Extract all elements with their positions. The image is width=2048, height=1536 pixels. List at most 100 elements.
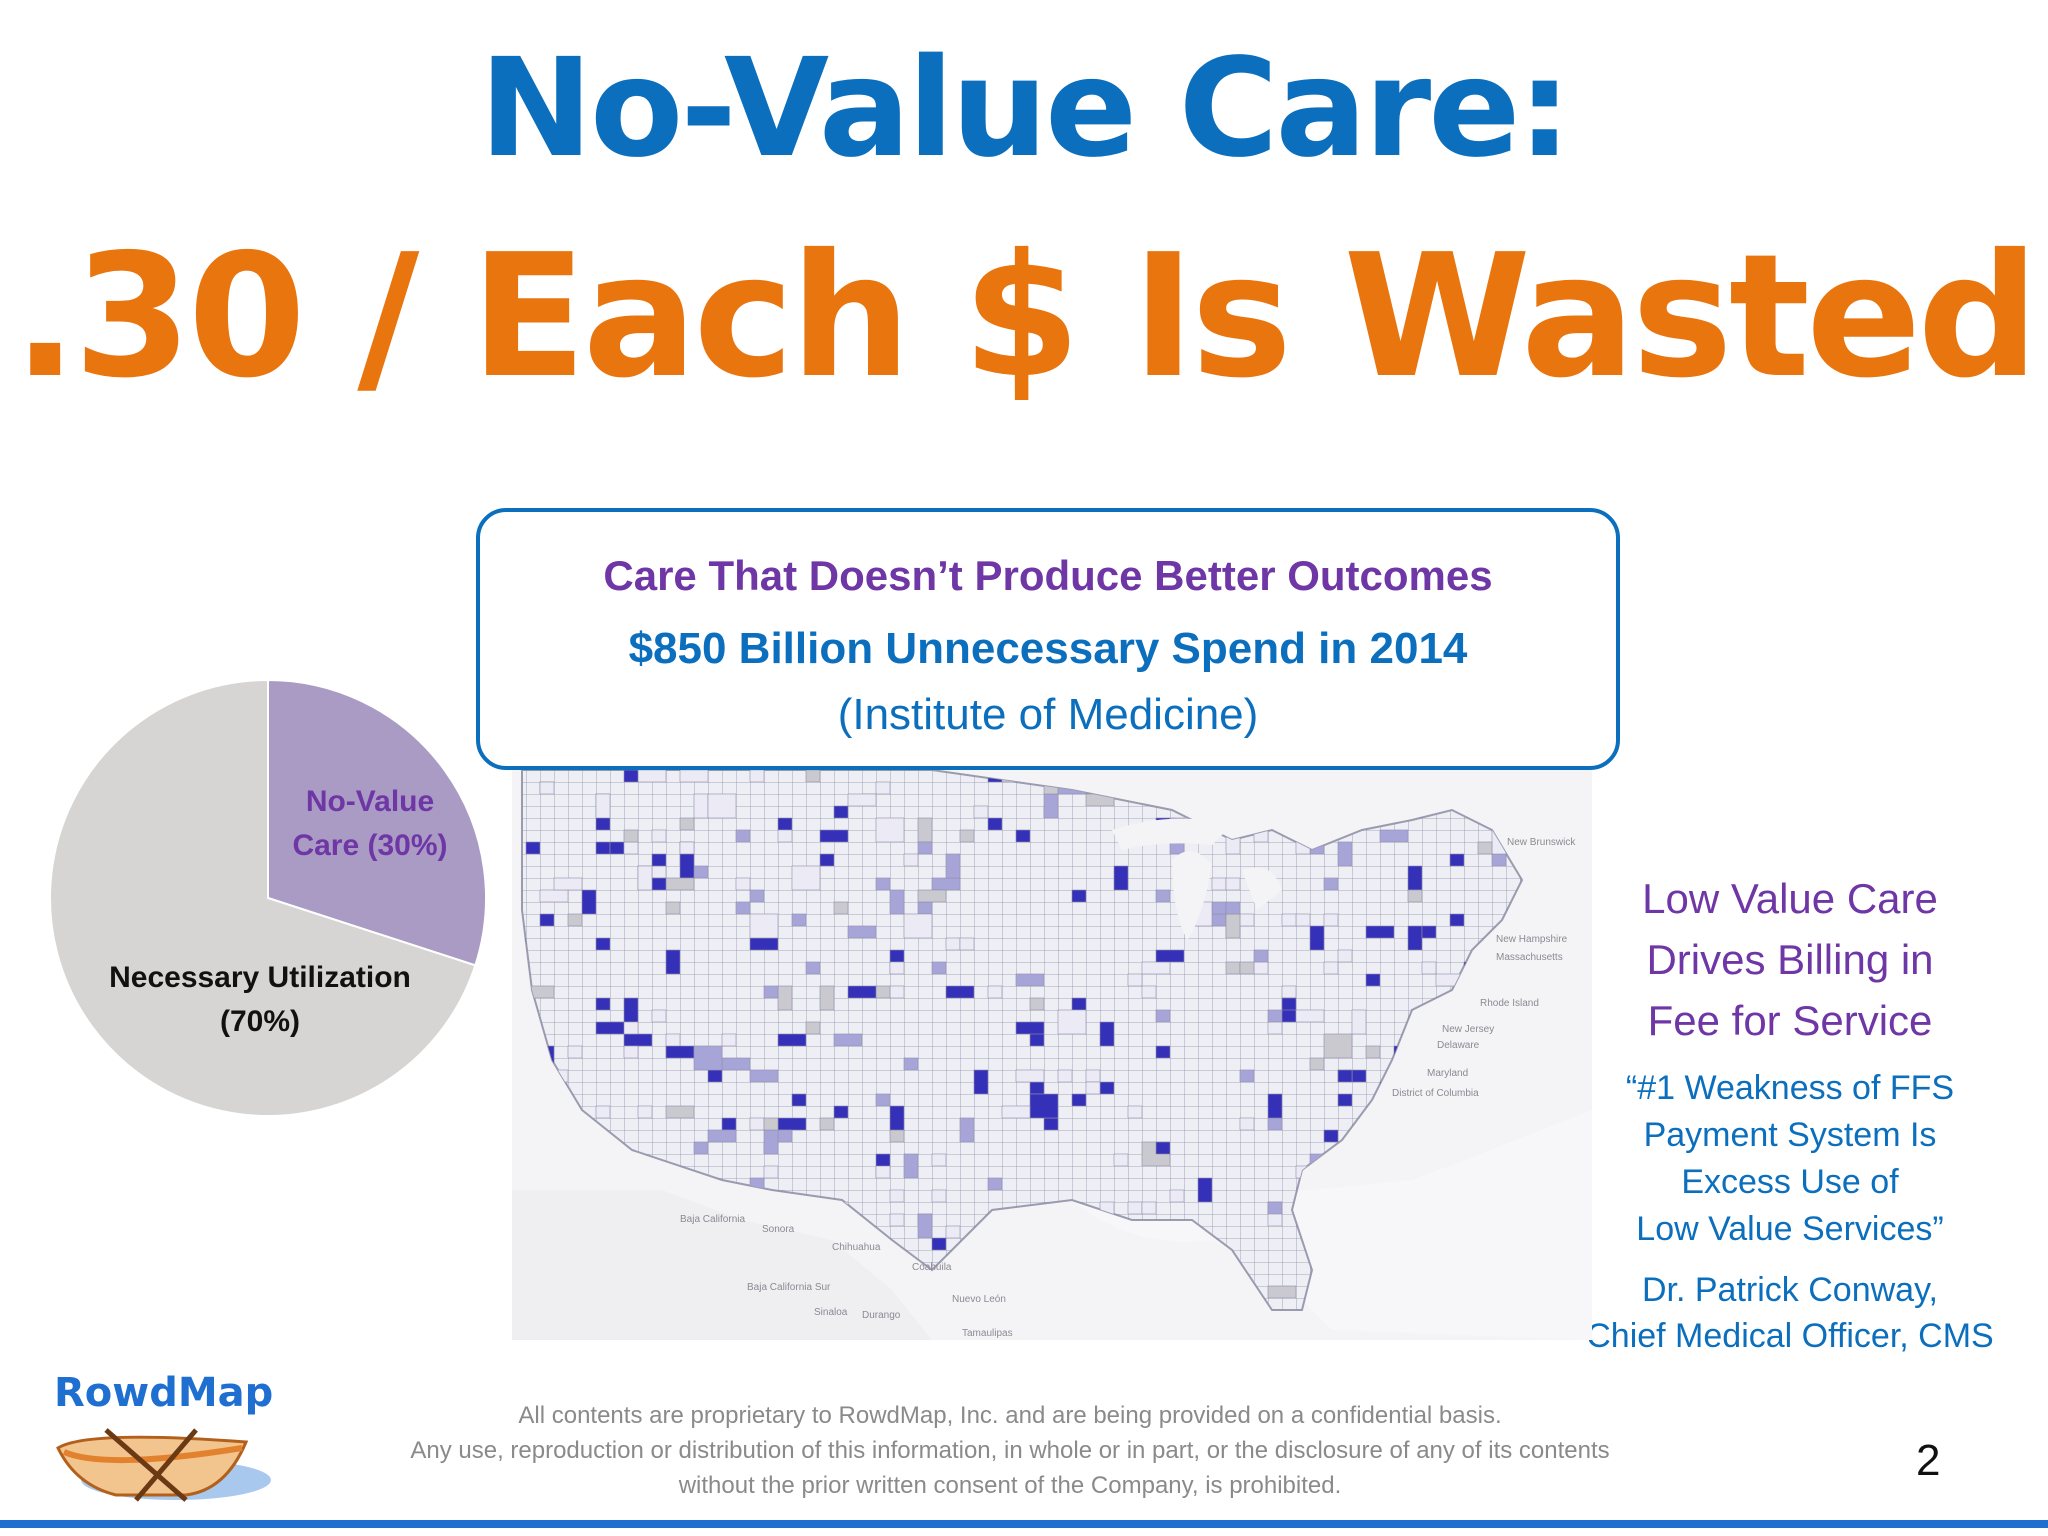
pie-label-line: No-Value	[305, 785, 435, 818]
county-cell	[567, 1045, 583, 1059]
county-cell	[1043, 793, 1059, 819]
map-label: Chihuahua	[832, 1242, 881, 1253]
pie-slice-no-value	[267, 678, 487, 967]
county-cell	[749, 937, 779, 951]
map-label: Maryland	[1427, 1068, 1468, 1079]
county-cell	[1281, 997, 1297, 1011]
county-cell	[749, 1117, 765, 1131]
county-cell	[791, 1093, 807, 1107]
footer-line: without the prior written consent of the…	[678, 1472, 1342, 1499]
lake-huron	[1242, 867, 1282, 910]
county-cell	[1113, 1153, 1129, 1167]
map-label: New Hampshire	[1496, 934, 1568, 945]
county-cell	[1197, 1177, 1213, 1203]
county-cell	[735, 877, 751, 891]
county-cell	[651, 865, 667, 879]
county-cell	[1155, 889, 1171, 903]
sidebar-heading: Fee for Service	[1647, 997, 1933, 1044]
county-cell	[903, 1057, 919, 1071]
confidentiality-footer: All contents are proprietary to RowdMap,…	[300, 1398, 1720, 1503]
county-cell	[847, 925, 877, 939]
county-cell	[945, 853, 961, 879]
county-cell	[735, 829, 751, 843]
county-cell	[1141, 961, 1171, 975]
county-cell	[763, 985, 779, 999]
county-cell	[903, 1153, 919, 1179]
map-label: Durango	[862, 1310, 901, 1321]
county-cell	[777, 985, 793, 1011]
county-cell	[665, 1105, 695, 1119]
county-cell	[931, 877, 961, 891]
county-cell	[539, 781, 555, 795]
county-cell	[1071, 997, 1087, 1011]
county-cell	[777, 1117, 807, 1131]
county-cell	[595, 841, 611, 855]
county-cell	[1337, 1093, 1353, 1107]
county-cell	[917, 901, 933, 915]
county-cell	[525, 841, 541, 855]
county-cell	[945, 985, 975, 999]
county-cell	[889, 949, 905, 963]
pie-label-line: Necessary Utilization	[109, 961, 411, 994]
county-cell	[833, 901, 849, 915]
county-cell	[1267, 1201, 1283, 1215]
county-cell	[805, 961, 821, 975]
county-cell	[1029, 1081, 1045, 1095]
county-cell	[1491, 853, 1507, 867]
slide-subtitle: .30 / Each $ Is Wasted	[12, 218, 2039, 416]
county-cell	[917, 841, 933, 855]
county-cell	[1365, 1045, 1381, 1059]
county-cell	[819, 1117, 835, 1131]
map-label: Tamaulipas	[962, 1328, 1013, 1339]
pie-label-line: (70%)	[219, 1005, 301, 1038]
county-cell	[1477, 841, 1493, 855]
county-cell	[749, 1069, 779, 1083]
county-cell	[1281, 985, 1297, 999]
county-cell	[595, 793, 611, 819]
county-cell	[945, 937, 961, 951]
county-cell	[1365, 973, 1381, 987]
quote-line: Payment System Is	[1643, 1116, 1937, 1154]
county-cell	[1127, 973, 1143, 987]
county-cell	[1309, 1057, 1325, 1071]
county-cell	[959, 1117, 975, 1143]
utilization-pie-chart	[49, 678, 487, 1117]
county-cell	[693, 793, 709, 819]
map-label: Coahuila	[912, 1262, 952, 1273]
county-cell	[1323, 1033, 1353, 1059]
county-cell	[1351, 1009, 1367, 1035]
footer-line: Any use, reproduction or distribution of…	[410, 1437, 1610, 1464]
county-cell	[651, 829, 667, 843]
callout-spend: $850 Billion Unnecessary Spend in 2014	[628, 624, 1468, 673]
county-cell	[735, 901, 751, 915]
county-cell	[1127, 1105, 1143, 1119]
county-cell	[1085, 1069, 1101, 1083]
map-label: Baja California	[680, 1214, 745, 1225]
county-cell	[1113, 865, 1129, 891]
county-cell	[819, 853, 835, 867]
county-cell	[889, 1129, 905, 1143]
county-cell	[889, 889, 905, 915]
county-cell	[1253, 949, 1269, 963]
county-cell	[833, 1033, 863, 1047]
sidebar-quote: “#1 Weakness of FFS Payment System Is Ex…	[1560, 1065, 2020, 1253]
county-cell	[763, 1129, 779, 1155]
county-cell	[1225, 901, 1241, 915]
county-cell	[1127, 1201, 1143, 1215]
county-cell	[777, 1033, 807, 1047]
county-cell	[805, 1021, 821, 1035]
county-cell	[595, 1021, 625, 1035]
county-cell	[1449, 913, 1465, 927]
county-cell	[749, 770, 765, 783]
sidebar-attribution: Dr. Patrick Conway, Chief Medical Office…	[1560, 1267, 2020, 1359]
county-cell	[805, 770, 821, 783]
county-cell	[917, 817, 933, 843]
county-cell	[637, 1105, 653, 1119]
map-labels: New Brunswick New Hampshire Massachusett…	[680, 837, 1576, 1339]
county-cell	[1071, 1093, 1087, 1107]
county-cell	[749, 913, 779, 939]
county-cell	[875, 1093, 891, 1107]
map-label: Nuevo León	[952, 1294, 1006, 1305]
county-cell	[665, 877, 695, 891]
county-cell	[539, 913, 555, 927]
